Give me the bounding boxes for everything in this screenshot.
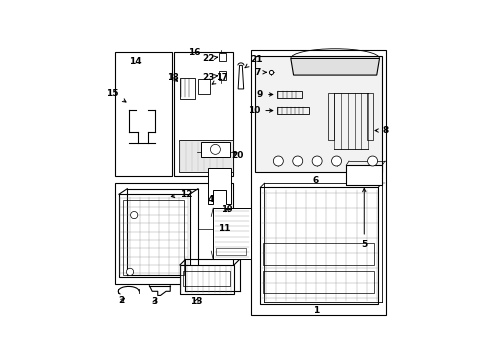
Bar [216, 248, 246, 255]
Circle shape [210, 144, 220, 154]
Text: 6: 6 [312, 176, 318, 185]
Text: 4: 4 [207, 195, 213, 204]
Bar [263, 243, 373, 265]
Bar [183, 270, 229, 286]
Bar [254, 56, 382, 172]
Circle shape [367, 156, 377, 166]
Text: 21: 21 [244, 54, 262, 68]
Text: 16: 16 [187, 48, 200, 57]
Bar [174, 51, 232, 176]
Circle shape [292, 156, 302, 166]
Text: 14: 14 [129, 57, 142, 66]
Text: 2: 2 [118, 297, 124, 306]
Polygon shape [290, 58, 379, 75]
Bar [218, 53, 225, 61]
Circle shape [273, 156, 283, 166]
Polygon shape [346, 165, 382, 185]
Text: 18: 18 [166, 73, 178, 82]
Text: 9: 9 [256, 90, 272, 99]
Polygon shape [238, 66, 243, 89]
Polygon shape [180, 265, 233, 294]
Bar [115, 51, 171, 176]
Text: 20: 20 [231, 151, 243, 160]
Polygon shape [260, 187, 377, 304]
Text: 10: 10 [247, 106, 272, 115]
Circle shape [126, 268, 133, 275]
Bar [250, 50, 386, 315]
Text: 1: 1 [312, 306, 318, 315]
Bar [200, 141, 229, 157]
Bar [123, 200, 183, 275]
Text: 8: 8 [374, 126, 388, 135]
Text: 11: 11 [218, 224, 230, 233]
Bar [178, 140, 232, 172]
Text: 15: 15 [106, 89, 126, 102]
Bar [213, 208, 250, 260]
Bar [180, 78, 195, 99]
Text: 17: 17 [212, 73, 227, 84]
Bar [263, 270, 373, 293]
Polygon shape [119, 194, 189, 278]
Text: 13: 13 [190, 297, 203, 306]
Text: 22: 22 [202, 54, 217, 63]
Text: 19: 19 [221, 205, 232, 214]
Bar [276, 107, 308, 114]
Polygon shape [256, 182, 380, 307]
Bar [198, 79, 210, 94]
Polygon shape [207, 168, 231, 204]
Text: 23: 23 [202, 72, 217, 81]
Text: 7: 7 [253, 68, 266, 77]
Bar [218, 72, 225, 80]
Bar [115, 183, 232, 284]
Circle shape [130, 211, 138, 219]
Circle shape [331, 156, 341, 166]
Text: 5: 5 [361, 188, 366, 249]
Text: 3: 3 [152, 297, 158, 306]
Text: 12: 12 [171, 190, 192, 199]
Circle shape [311, 156, 322, 166]
Bar [276, 91, 301, 98]
